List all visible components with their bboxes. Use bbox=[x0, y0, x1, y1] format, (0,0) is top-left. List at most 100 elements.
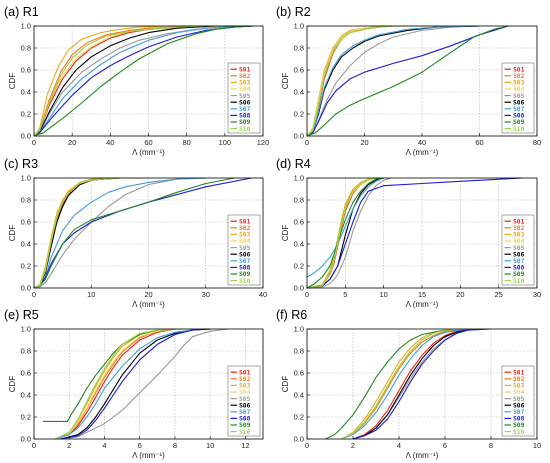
legend-label-s05: S05 bbox=[239, 245, 251, 252]
grid bbox=[34, 26, 263, 136]
legend-box bbox=[227, 62, 261, 134]
legend-label-s08: S08 bbox=[513, 416, 525, 423]
series-line-s09 bbox=[306, 177, 384, 289]
series-line-s06 bbox=[306, 25, 480, 137]
x-tick-label: 30 bbox=[533, 290, 541, 299]
legend-label-s01: S01 bbox=[239, 66, 251, 73]
y-tick-label: 0.6 bbox=[21, 218, 31, 227]
y-axis-label: CDF bbox=[281, 225, 290, 242]
legend-label-s01: S01 bbox=[513, 218, 525, 225]
y-tick-label: 0.2 bbox=[21, 262, 31, 271]
legend-label-s06: S06 bbox=[239, 251, 251, 258]
legend-label-s10: S10 bbox=[513, 429, 525, 436]
legend-label-s07: S07 bbox=[513, 409, 525, 416]
panel-r4: (d) R4 0 5 10 15 20 25 30 0.0 0.2 0.4 0.6 0.8 1.0 CDF Λ… bbox=[276, 157, 541, 309]
series-lines bbox=[42, 328, 228, 440]
series-line-s02 bbox=[33, 25, 225, 137]
legend-label-s04: S04 bbox=[513, 389, 525, 396]
series-line-s10 bbox=[306, 177, 384, 289]
legend-label-s07: S07 bbox=[239, 409, 251, 416]
y-tick-label: 0.0 bbox=[294, 132, 304, 141]
x-tick-label: 60 bbox=[144, 138, 152, 147]
x-tick-label: 0 bbox=[305, 138, 309, 147]
series-line-s07 bbox=[341, 328, 491, 440]
series-line-s04 bbox=[33, 25, 244, 137]
x-tick-label: 4 bbox=[102, 441, 106, 450]
legend-label-s01: S01 bbox=[513, 369, 525, 376]
series-line-s10 bbox=[33, 25, 225, 137]
x-tick-label: 120 bbox=[257, 138, 270, 147]
legend-label-s10: S10 bbox=[239, 126, 251, 133]
y-tick-label: 0.4 bbox=[294, 391, 304, 400]
series-line-s09 bbox=[306, 25, 509, 137]
legend-label-s03: S03 bbox=[239, 232, 251, 239]
legend-label-s07: S07 bbox=[239, 258, 251, 265]
panel-title: (e) R5 bbox=[4, 308, 39, 322]
panel-r3: (c) R3 0 10 20 30 40 0.0 0.2 0.4 0.6 0.8 1.0 CDF Λ (m… bbox=[4, 157, 267, 309]
x-axis-label: Λ (mm⁻¹) bbox=[132, 148, 165, 157]
legend-label-s03: S03 bbox=[239, 80, 251, 87]
y-tick-label: 0.8 bbox=[294, 347, 304, 356]
series-line-s09 bbox=[33, 25, 254, 137]
series-line-s05 bbox=[33, 177, 206, 289]
series-line-s08 bbox=[33, 177, 252, 289]
legend-label-s04: S04 bbox=[239, 86, 251, 93]
grid bbox=[307, 178, 537, 288]
x-tick-label: 20 bbox=[456, 290, 464, 299]
legend-label-s01: S01 bbox=[239, 218, 251, 225]
ticks: 0 2 4 6 8 10 12 0.0 0.2 0.4 0.6 0.8 1.0 bbox=[21, 325, 250, 450]
legend-box bbox=[501, 62, 535, 134]
legend-label-s02: S02 bbox=[239, 376, 251, 383]
plot-frame bbox=[33, 328, 264, 440]
panel-title: (d) R4 bbox=[276, 157, 311, 171]
y-tick-label: 0.0 bbox=[294, 284, 304, 293]
legend-label-s10: S10 bbox=[239, 278, 251, 285]
series-line-s07 bbox=[33, 177, 206, 289]
legend-label-s05: S05 bbox=[239, 93, 251, 100]
y-tick-label: 0.8 bbox=[294, 44, 304, 53]
legend-label-s08: S08 bbox=[239, 113, 251, 120]
y-axis-label: CDF bbox=[8, 376, 17, 393]
grid bbox=[34, 178, 263, 288]
series-line-s06 bbox=[60, 328, 211, 440]
legend-label-s10: S10 bbox=[239, 429, 251, 436]
legend-label-s01: S01 bbox=[239, 369, 251, 376]
legend-label-s01: S01 bbox=[513, 66, 525, 73]
legend-label-s02: S02 bbox=[513, 376, 525, 383]
series-line-s05 bbox=[60, 328, 228, 440]
panel-r5: (e) R5 0 2 4 6 8 10 12 0.0 0.2 0.4 0.6 0.8 1.0 CDF Λ (m… bbox=[4, 308, 264, 460]
legend-label-s03: S03 bbox=[239, 383, 251, 390]
x-tick-label: 6 bbox=[443, 441, 447, 450]
legend-label-s06: S06 bbox=[239, 402, 251, 409]
panel-r6: (f) R6 0 2 4 6 8 10 0.0 0.2 0.4 0.6 0.8 1.0 CDF Λ (mm⁻… bbox=[276, 308, 541, 460]
series-line-s01 bbox=[33, 25, 244, 137]
y-tick-label: 0.8 bbox=[21, 347, 31, 356]
ticks: 0 20 40 60 80 0.0 0.2 0.4 0.6 0.8 1.0 bbox=[294, 22, 542, 147]
y-tick-label: 1.0 bbox=[294, 325, 304, 334]
legend-label-s03: S03 bbox=[513, 232, 525, 239]
legend-label-s07: S07 bbox=[513, 106, 525, 113]
y-tick-label: 0.2 bbox=[21, 110, 31, 119]
y-tick-label: 0.2 bbox=[294, 413, 304, 422]
legend-label-s09: S09 bbox=[513, 271, 525, 278]
series-line-s01 bbox=[54, 328, 193, 440]
x-tick-label: 0 bbox=[32, 441, 36, 450]
ticks: 0 10 20 30 40 0.0 0.2 0.4 0.6 0.8 1.0 bbox=[21, 174, 268, 299]
y-tick-label: 1.0 bbox=[294, 22, 304, 31]
legend-label-s05: S05 bbox=[513, 93, 525, 100]
x-tick-label: 20 bbox=[360, 138, 368, 147]
x-tick-label: 6 bbox=[138, 441, 142, 450]
panel-r2: (b) R2 0 20 40 60 80 0.0 0.2 0.4 0.6 0.8 1.0 CDF Λ (m… bbox=[276, 5, 541, 157]
legend-label-s04: S04 bbox=[513, 238, 525, 245]
x-tick-label: 80 bbox=[533, 138, 541, 147]
series-line-s04 bbox=[54, 328, 193, 440]
y-tick-label: 0.4 bbox=[21, 240, 31, 249]
legend-label-s03: S03 bbox=[513, 383, 525, 390]
legend-label-s08: S08 bbox=[513, 265, 525, 272]
series-line-s08 bbox=[352, 328, 492, 440]
